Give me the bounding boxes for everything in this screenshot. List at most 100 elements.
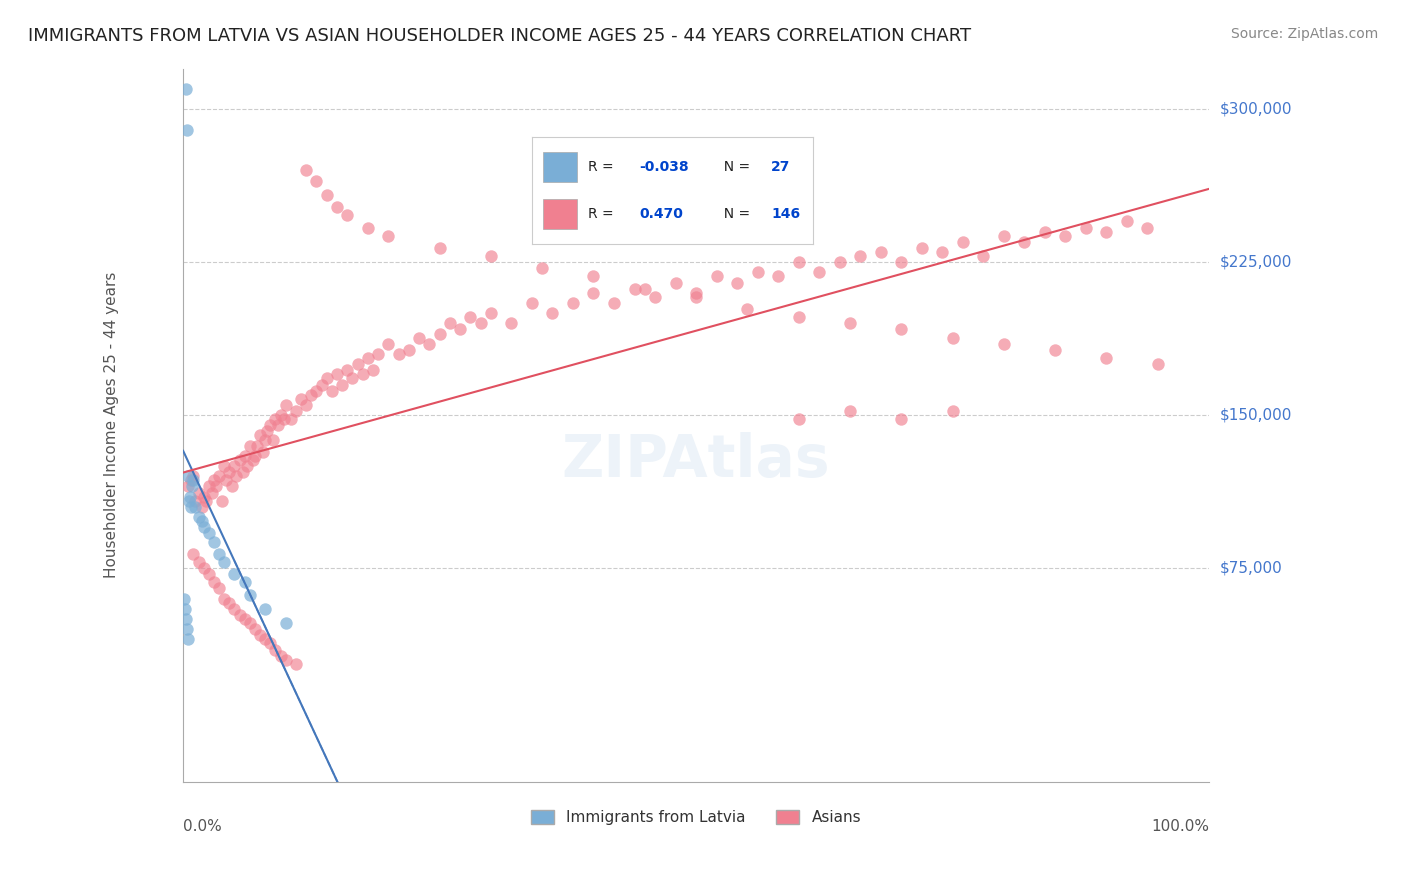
Point <box>634 282 657 296</box>
Text: $300,000: $300,000 <box>1220 102 1292 117</box>
Point <box>387 347 409 361</box>
Point <box>177 632 200 647</box>
Point <box>180 474 202 488</box>
Point <box>501 317 523 331</box>
Point <box>187 510 209 524</box>
Text: IMMIGRANTS FROM LATVIA VS ASIAN HOUSEHOLDER INCOME AGES 25 - 44 YEARS CORRELATIO: IMMIGRANTS FROM LATVIA VS ASIAN HOUSEHOL… <box>28 27 972 45</box>
Point <box>993 336 1015 351</box>
Point <box>1095 351 1118 365</box>
Point <box>246 439 269 453</box>
Point <box>264 642 287 657</box>
Point <box>1033 225 1056 239</box>
Point <box>224 601 246 615</box>
Point <box>262 433 284 447</box>
Text: ZIPAtlas: ZIPAtlas <box>562 433 831 490</box>
Legend: Immigrants from Latvia, Asians: Immigrants from Latvia, Asians <box>524 805 868 831</box>
Point <box>429 241 451 255</box>
Point <box>357 220 380 235</box>
Point <box>202 575 225 590</box>
Point <box>541 306 564 320</box>
Point <box>321 384 343 398</box>
Point <box>212 555 235 569</box>
Point <box>766 269 789 284</box>
Point <box>952 235 974 249</box>
Point <box>259 636 281 650</box>
Point <box>183 469 205 483</box>
Text: 146: 146 <box>772 208 800 221</box>
Point <box>808 265 831 279</box>
Point <box>259 418 281 433</box>
Point <box>305 384 328 398</box>
Point <box>582 285 605 300</box>
Point <box>187 555 209 569</box>
Text: 0.0%: 0.0% <box>183 819 222 834</box>
Point <box>520 296 543 310</box>
Point <box>174 82 197 96</box>
Point <box>174 21 197 35</box>
Point <box>1146 357 1168 371</box>
Point <box>211 493 233 508</box>
Point <box>336 208 359 222</box>
Point <box>479 306 502 320</box>
Point <box>603 296 626 310</box>
Point <box>205 479 228 493</box>
Point <box>869 245 891 260</box>
Point <box>531 261 554 276</box>
Point <box>315 188 337 202</box>
Point <box>184 500 207 514</box>
Point <box>254 601 277 615</box>
Point <box>187 485 209 500</box>
Point <box>787 255 810 269</box>
Point <box>201 485 224 500</box>
Point <box>224 567 246 582</box>
Point <box>418 336 440 351</box>
Point <box>225 469 247 483</box>
Point <box>972 249 994 263</box>
Point <box>264 412 287 426</box>
Text: 100.0%: 100.0% <box>1152 819 1209 834</box>
Point <box>890 412 912 426</box>
Point <box>849 249 872 263</box>
Point <box>377 336 399 351</box>
Point <box>224 459 246 474</box>
Point <box>176 122 198 136</box>
Point <box>243 449 266 463</box>
Point <box>582 269 605 284</box>
Text: $75,000: $75,000 <box>1220 560 1282 575</box>
Point <box>254 433 277 447</box>
Point <box>208 547 231 561</box>
Point <box>1054 228 1077 243</box>
Point <box>208 469 231 483</box>
Point <box>460 310 482 325</box>
Point <box>685 285 707 300</box>
Point <box>890 255 912 269</box>
Point <box>479 249 502 263</box>
Point <box>352 368 374 382</box>
Point <box>470 317 492 331</box>
Point <box>1115 214 1137 228</box>
Point <box>174 601 197 615</box>
Text: R =: R = <box>589 161 619 174</box>
Point <box>197 526 219 541</box>
Point <box>274 615 297 630</box>
Point <box>249 428 271 442</box>
Point <box>173 591 195 606</box>
Text: 27: 27 <box>772 161 790 174</box>
Point <box>315 371 337 385</box>
Point <box>295 398 318 412</box>
Point <box>941 404 963 418</box>
Point <box>197 479 219 493</box>
Text: Source: ZipAtlas.com: Source: ZipAtlas.com <box>1230 27 1378 41</box>
Point <box>197 567 219 582</box>
Point <box>361 363 384 377</box>
Point <box>330 377 353 392</box>
Point <box>367 347 389 361</box>
Point <box>664 276 686 290</box>
Point <box>221 479 243 493</box>
Point <box>644 290 666 304</box>
Point <box>685 290 707 304</box>
Point <box>839 317 862 331</box>
Point <box>787 310 810 325</box>
Point <box>239 587 262 601</box>
Point <box>1095 225 1118 239</box>
